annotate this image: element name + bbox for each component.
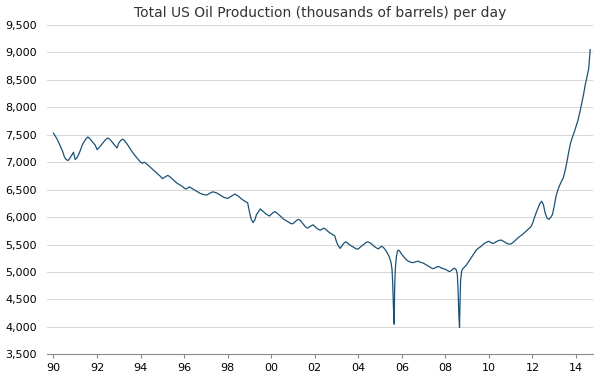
Title: Total US Oil Production (thousands of barrels) per day: Total US Oil Production (thousands of ba… — [134, 6, 506, 20]
